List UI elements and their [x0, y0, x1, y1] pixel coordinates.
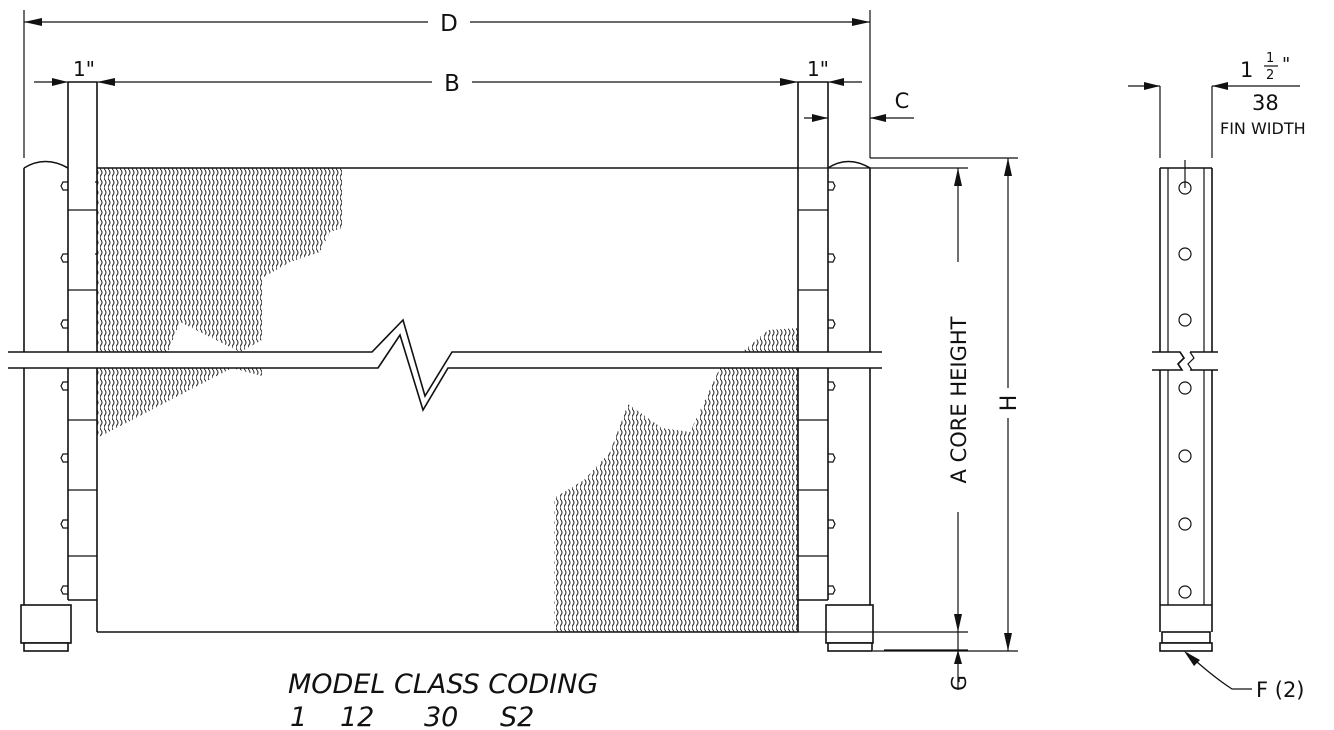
side-hole-1 [1178, 181, 1192, 195]
side-hole-2 [1178, 247, 1192, 261]
side-hole-4 [1178, 381, 1192, 395]
fin-width-whole: 1 [1240, 58, 1253, 82]
side-hole-6 [1178, 517, 1192, 531]
side-view [1128, 82, 1300, 690]
dimension-g-label: G [947, 675, 971, 691]
right-tank [825, 160, 874, 652]
fin-hatch-right-upper [742, 328, 798, 352]
one-inch-left-label: 1" [73, 57, 95, 81]
fin-hatch-top-left [97, 168, 342, 352]
dimension-b: B [97, 71, 798, 97]
fitting-label: F (2) [1256, 678, 1305, 702]
dimension-b-label: B [444, 71, 460, 97]
fin-width-inch-mark: " [1282, 54, 1290, 75]
fin-width-mm: 38 [1252, 91, 1279, 115]
core-height-label: A CORE HEIGHT [947, 316, 971, 483]
left-tank [20, 160, 72, 652]
model-code-2: 12 [340, 702, 374, 730]
fin-hatch-mid-left [97, 368, 262, 438]
fin-hatch-bottom-right [554, 368, 798, 632]
side-hole-3 [1178, 313, 1192, 327]
left-header [60, 81, 98, 601]
dimension-one-inch-left: 1" [34, 57, 95, 86]
one-inch-right-label: 1" [807, 57, 829, 81]
dimension-c: C [804, 89, 914, 122]
fin-width-denominator: 2 [1266, 68, 1274, 83]
model-class-coding: MODEL CLASS CODING 1 12 30 S2 [288, 669, 598, 730]
fin-width-callout: 1 1 2 " 38 FIN WIDTH [1220, 51, 1306, 138]
dimension-d: D [23, 10, 871, 158]
core [96, 167, 799, 633]
dimension-a: A CORE HEIGHT [798, 167, 971, 633]
model-code-1: 1 [290, 702, 307, 730]
dimension-h: H [870, 157, 1022, 652]
right-header [797, 81, 836, 601]
dimension-h-label: H [997, 395, 1022, 412]
model-coding-title: MODEL CLASS CODING [288, 669, 598, 700]
model-code-3: 30 [424, 702, 458, 730]
side-hole-5 [1178, 449, 1192, 463]
dimension-one-inch-right: 1" [807, 57, 862, 86]
break-band [8, 318, 882, 412]
dimension-c-label: C [895, 89, 910, 113]
side-hole-7 [1178, 585, 1192, 599]
model-code-4: S2 [500, 702, 534, 730]
fin-width-numerator: 1 [1266, 51, 1274, 66]
dimension-d-label: D [440, 11, 458, 37]
fin-width-label: FIN WIDTH [1220, 119, 1306, 138]
fin-hatching [97, 168, 798, 632]
dimension-g: G [884, 632, 971, 691]
